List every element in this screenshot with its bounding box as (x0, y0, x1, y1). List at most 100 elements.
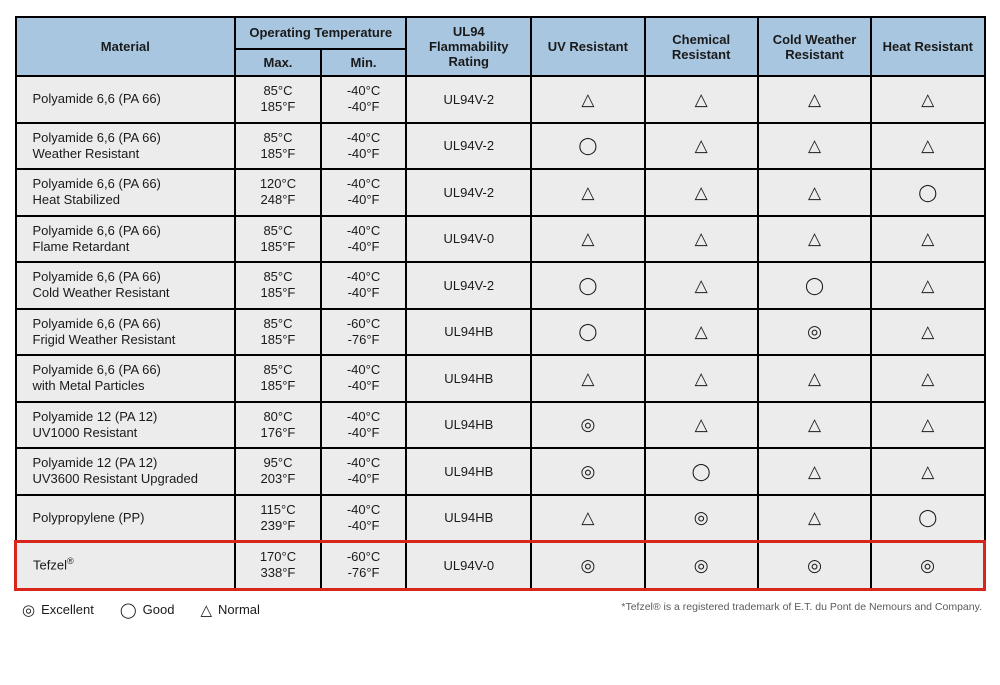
cell-temp-max: 80°C176°F (235, 402, 321, 449)
cell-uv: ◎ (531, 402, 644, 449)
cell-temp-min: -40°C-40°F (321, 169, 407, 216)
legend-good-label: Good (143, 602, 175, 617)
cell-uv: ◎ (531, 448, 644, 495)
cell-heat: △ (871, 216, 984, 263)
cell-ul94: UL94HB (406, 448, 531, 495)
table-row: Polyamide 6,6 (PA 66)Heat Stabilized120°… (16, 169, 985, 216)
cell-ul94: UL94V-2 (406, 76, 531, 123)
cell-material: Polyamide 6,6 (PA 66)Frigid Weather Resi… (16, 309, 236, 356)
cell-cold: ◎ (758, 309, 871, 356)
cell-temp-min: -40°C-40°F (321, 402, 407, 449)
cell-uv: ◯ (531, 123, 644, 170)
legend-good: ◯ Good (120, 601, 175, 619)
cell-heat: △ (871, 123, 984, 170)
cell-temp-max: 85°C185°F (235, 262, 321, 309)
cell-material: Polyamide 6,6 (PA 66)Weather Resistant (16, 123, 236, 170)
cell-temp-min: -40°C-40°F (321, 495, 407, 542)
cell-ul94: UL94V-2 (406, 123, 531, 170)
legend-excellent: ◎ Excellent (22, 601, 94, 619)
cell-temp-min: -40°C-40°F (321, 123, 407, 170)
cell-uv: ◯ (531, 309, 644, 356)
cell-ul94: UL94HB (406, 402, 531, 449)
col-uv: UV Resistant (531, 17, 644, 76)
cell-material: Polyamide 12 (PA 12)UV1000 Resistant (16, 402, 236, 449)
cell-material: Polyamide 6,6 (PA 66) (16, 76, 236, 123)
cell-uv: ◎ (531, 542, 644, 590)
cell-temp-max: 85°C185°F (235, 355, 321, 402)
cell-heat: ◯ (871, 169, 984, 216)
cell-temp-max: 120°C248°F (235, 169, 321, 216)
cell-uv: △ (531, 169, 644, 216)
cell-cold: ◯ (758, 262, 871, 309)
cell-chem: △ (645, 76, 758, 123)
cell-temp-min: -40°C-40°F (321, 448, 407, 495)
cell-temp-min: -40°C-40°F (321, 76, 407, 123)
cell-temp-max: 115°C239°F (235, 495, 321, 542)
cell-ul94: UL94V-2 (406, 262, 531, 309)
cell-ul94: UL94HB (406, 355, 531, 402)
cell-uv: △ (531, 355, 644, 402)
table-row: Polypropylene (PP)115°C239°F-40°C-40°FUL… (16, 495, 985, 542)
good-icon: ◯ (120, 601, 137, 619)
table-row: Polyamide 6,6 (PA 66)Flame Retardant85°C… (16, 216, 985, 263)
col-cold: Cold Weather Resistant (758, 17, 871, 76)
table-row: Polyamide 6,6 (PA 66)85°C185°F-40°C-40°F… (16, 76, 985, 123)
cell-chem: △ (645, 262, 758, 309)
cell-temp-max: 85°C185°F (235, 76, 321, 123)
cell-chem: △ (645, 402, 758, 449)
cell-cold: △ (758, 76, 871, 123)
cell-uv: ◯ (531, 262, 644, 309)
table-row: Polyamide 12 (PA 12)UV3600 Resistant Upg… (16, 448, 985, 495)
cell-temp-max: 85°C185°F (235, 309, 321, 356)
cell-temp-max: 85°C185°F (235, 216, 321, 263)
cell-cold: △ (758, 216, 871, 263)
cell-material: Polyamide 6,6 (PA 66)Heat Stabilized (16, 169, 236, 216)
cell-cold: △ (758, 169, 871, 216)
cell-cold: △ (758, 355, 871, 402)
cell-heat: △ (871, 76, 984, 123)
cell-uv: △ (531, 216, 644, 263)
cell-chem: △ (645, 216, 758, 263)
legend-normal-label: Normal (218, 602, 260, 617)
legend: ◎ Excellent ◯ Good △ Normal (14, 601, 260, 619)
cell-material: Polyamide 6,6 (PA 66)Flame Retardant (16, 216, 236, 263)
table-row: Tefzel®170°C338°F-60°C-76°FUL94V-0◎◎◎◎ (16, 542, 985, 590)
cell-material: Tefzel® (16, 542, 236, 590)
cell-temp-max: 95°C203°F (235, 448, 321, 495)
table-row: Polyamide 12 (PA 12)UV1000 Resistant80°C… (16, 402, 985, 449)
cell-chem: ◎ (645, 495, 758, 542)
cell-material: Polypropylene (PP) (16, 495, 236, 542)
table-header: Material Operating Temperature UL94 Flam… (16, 17, 985, 76)
cell-ul94: UL94HB (406, 495, 531, 542)
cell-cold: ◎ (758, 542, 871, 590)
cell-heat: △ (871, 262, 984, 309)
cell-material: Polyamide 6,6 (PA 66)with Metal Particle… (16, 355, 236, 402)
cell-temp-min: -60°C-76°F (321, 309, 407, 356)
cell-cold: △ (758, 448, 871, 495)
legend-normal: △ Normal (200, 601, 259, 619)
cell-heat: △ (871, 402, 984, 449)
cell-cold: △ (758, 123, 871, 170)
cell-temp-min: -40°C-40°F (321, 262, 407, 309)
legend-row: ◎ Excellent ◯ Good △ Normal *Tefzel® is … (14, 601, 986, 619)
cell-heat: △ (871, 309, 984, 356)
cell-chem: ◯ (645, 448, 758, 495)
footnote: *Tefzel® is a registered trademark of E.… (621, 601, 986, 613)
excellent-icon: ◎ (22, 601, 35, 619)
cell-ul94: UL94V-2 (406, 169, 531, 216)
cell-heat: △ (871, 355, 984, 402)
cell-material: Polyamide 12 (PA 12)UV3600 Resistant Upg… (16, 448, 236, 495)
col-max: Max. (235, 49, 321, 76)
materials-table: Material Operating Temperature UL94 Flam… (14, 16, 986, 591)
cell-material: Polyamide 6,6 (PA 66)Cold Weather Resist… (16, 262, 236, 309)
cell-temp-min: -40°C-40°F (321, 355, 407, 402)
col-ul94: UL94 Flammability Rating (406, 17, 531, 76)
cell-chem: ◎ (645, 542, 758, 590)
cell-cold: △ (758, 402, 871, 449)
table-row: Polyamide 6,6 (PA 66)Cold Weather Resist… (16, 262, 985, 309)
cell-temp-max: 85°C185°F (235, 123, 321, 170)
cell-ul94: UL94V-0 (406, 216, 531, 263)
cell-temp-min: -40°C-40°F (321, 216, 407, 263)
cell-ul94: UL94HB (406, 309, 531, 356)
cell-temp-min: -60°C-76°F (321, 542, 407, 590)
